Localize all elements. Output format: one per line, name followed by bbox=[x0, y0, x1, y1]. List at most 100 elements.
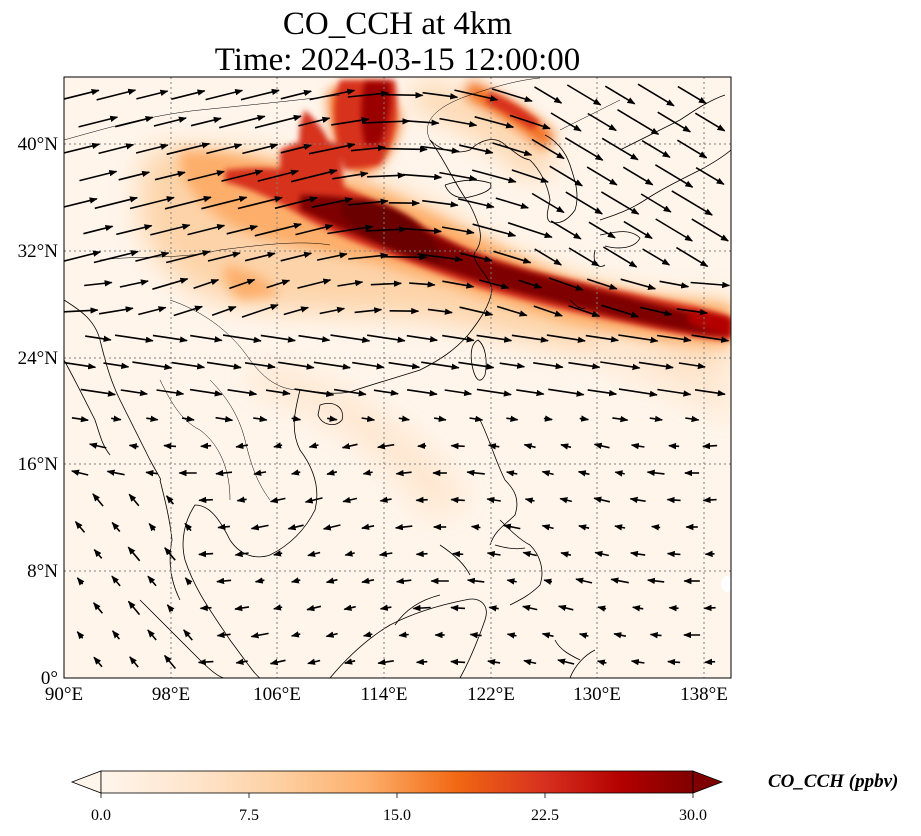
wind-arrow bbox=[546, 334, 586, 343]
wind-arrow bbox=[240, 88, 280, 101]
wind-arrow bbox=[235, 442, 249, 449]
wind-arrow bbox=[671, 190, 713, 216]
wind-arrow bbox=[568, 361, 601, 370]
wind-arrow bbox=[265, 389, 291, 396]
wind-arrow bbox=[119, 279, 149, 288]
wind-arrow bbox=[702, 442, 718, 450]
wind-arrow bbox=[273, 550, 283, 557]
wind-arrow bbox=[361, 415, 376, 423]
lon-tick-labels: 90°E 98°E 106°E 114°E 122°E 130°E 138°E bbox=[45, 684, 728, 705]
wind-arrow bbox=[499, 362, 526, 369]
wind-arrow bbox=[98, 306, 134, 315]
wind-arrow bbox=[557, 658, 575, 665]
wind-arrow bbox=[135, 251, 170, 262]
lat-tick-labels: 0° 8°N 16°N 24°N 32°N 40°N bbox=[18, 134, 59, 689]
wind-arrow bbox=[221, 169, 264, 182]
wind-arrow bbox=[366, 334, 406, 343]
colorbar-tick-30: 30.0 bbox=[679, 807, 707, 824]
wind-arrow bbox=[166, 142, 211, 156]
wind-arrow bbox=[668, 442, 680, 450]
wind-arrow bbox=[64, 307, 99, 314]
wind-arrow bbox=[695, 167, 725, 185]
wind-arrow bbox=[622, 166, 654, 186]
wind-arrow bbox=[704, 658, 716, 666]
wind-arrow bbox=[614, 470, 625, 477]
lon-tick-106: 106°E bbox=[253, 684, 301, 705]
wind-arrow bbox=[327, 415, 338, 422]
wind-arrow bbox=[148, 522, 157, 532]
wind-arrow bbox=[370, 280, 402, 287]
wind-arrow bbox=[164, 195, 212, 210]
wind-arrow bbox=[199, 604, 212, 612]
wind-arrow bbox=[585, 334, 619, 343]
wind-arrow bbox=[322, 524, 341, 531]
wind-arrow bbox=[649, 631, 662, 639]
wind-arrow bbox=[330, 334, 371, 344]
wind-arrow bbox=[398, 415, 410, 422]
wind-arrow bbox=[623, 220, 653, 240]
wind-arrow bbox=[347, 90, 389, 98]
wind-arrow bbox=[506, 578, 517, 585]
lon-tick-122: 122°E bbox=[467, 684, 515, 705]
wind-arrow bbox=[476, 388, 512, 397]
wind-arrow bbox=[557, 604, 574, 612]
wind-arrow bbox=[205, 89, 244, 101]
wind-arrow bbox=[348, 198, 389, 206]
wind-arrow bbox=[250, 524, 269, 531]
wind-arrow bbox=[422, 199, 459, 208]
wind-arrow bbox=[618, 388, 658, 397]
wind-arrow bbox=[492, 142, 533, 156]
wind-arrow bbox=[118, 170, 151, 181]
wind-arrow bbox=[307, 550, 321, 557]
wind-arrow bbox=[377, 443, 395, 450]
colorbar-extend-max bbox=[692, 770, 724, 794]
wind-arrow bbox=[381, 254, 428, 261]
wind-arrow bbox=[676, 308, 708, 316]
wind-arrow bbox=[269, 658, 286, 666]
figure-title-line2: Time: 2024-03-15 12:00:00 bbox=[214, 42, 581, 78]
wind-arrow bbox=[260, 334, 296, 343]
wind-arrow bbox=[254, 577, 265, 584]
wind-arrow bbox=[600, 361, 641, 371]
wind-arrow bbox=[548, 388, 585, 397]
wind-arrow bbox=[344, 658, 356, 665]
wind-arrow bbox=[614, 524, 626, 531]
wind-arrow bbox=[629, 496, 646, 504]
wind-arrow bbox=[630, 442, 645, 450]
wind-arrow bbox=[388, 361, 421, 370]
wind-arrow bbox=[630, 550, 646, 558]
wind-arrow bbox=[290, 168, 338, 183]
wind-arrow bbox=[325, 577, 338, 584]
wind-arrow bbox=[71, 415, 89, 423]
wind-arrow bbox=[586, 166, 618, 186]
wind-arrow bbox=[146, 415, 159, 422]
wind-arrow bbox=[548, 277, 584, 291]
wind-arrow bbox=[164, 547, 176, 561]
wind-arrow bbox=[171, 361, 206, 370]
colorbar-tick-15: 15.0 bbox=[383, 807, 411, 824]
wind-arrow bbox=[217, 523, 230, 531]
wind-arrow bbox=[516, 389, 545, 397]
wind-arrow bbox=[207, 251, 241, 262]
wind-arrow bbox=[325, 631, 338, 638]
wind-arrow bbox=[678, 362, 706, 370]
wind-arrow bbox=[568, 304, 601, 318]
wind-arrow bbox=[307, 658, 321, 665]
wind-arrow bbox=[114, 334, 154, 343]
wind-arrow bbox=[165, 495, 175, 505]
wind-arrow bbox=[651, 524, 661, 531]
wind-arrow bbox=[487, 443, 500, 450]
wind-arrow bbox=[587, 389, 618, 397]
wind-arrow bbox=[596, 659, 607, 666]
wind-arrow bbox=[215, 469, 233, 477]
wind-arrow bbox=[379, 604, 392, 611]
wind-arrow bbox=[666, 496, 681, 504]
wind-arrow bbox=[283, 306, 309, 316]
wind-arrow bbox=[257, 169, 299, 182]
gridlines bbox=[64, 77, 731, 678]
wind-arrow bbox=[111, 575, 121, 587]
wind-arrow bbox=[613, 632, 627, 639]
wind-arrow bbox=[193, 279, 220, 289]
wind-arrow bbox=[274, 196, 318, 210]
wind-arrow bbox=[450, 604, 466, 612]
